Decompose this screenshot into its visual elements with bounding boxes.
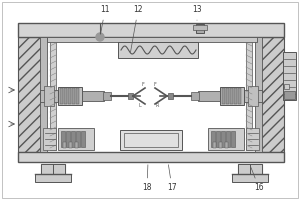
Text: F: F: [154, 82, 156, 87]
Bar: [284, 84, 289, 89]
Bar: [225, 142, 228, 148]
Bar: [40, 90, 58, 102]
Bar: [234, 88, 237, 104]
Bar: [47, 37, 257, 42]
Bar: [238, 88, 241, 104]
Bar: [196, 24, 204, 33]
Bar: [81, 131, 85, 147]
Bar: [246, 128, 259, 150]
Bar: [283, 52, 296, 100]
Bar: [66, 131, 70, 147]
Bar: [124, 133, 178, 147]
Bar: [76, 131, 80, 147]
Text: 11: 11: [100, 5, 110, 34]
Bar: [232, 174, 268, 182]
Bar: [193, 25, 207, 30]
Bar: [168, 93, 173, 99]
Bar: [43, 128, 56, 150]
Polygon shape: [41, 164, 65, 174]
Bar: [64, 88, 67, 104]
Bar: [220, 87, 244, 105]
Bar: [118, 42, 198, 58]
Text: L: L: [139, 103, 141, 108]
Bar: [82, 91, 104, 101]
Bar: [76, 88, 79, 104]
Bar: [244, 90, 262, 102]
Bar: [18, 23, 284, 37]
Text: F: F: [142, 82, 144, 87]
Bar: [120, 130, 182, 150]
Bar: [58, 128, 94, 150]
Text: 12: 12: [130, 5, 143, 52]
Circle shape: [96, 33, 104, 41]
Bar: [213, 142, 216, 148]
Bar: [103, 92, 111, 100]
Bar: [208, 128, 244, 150]
Bar: [216, 131, 220, 147]
Bar: [222, 88, 225, 104]
Text: 13: 13: [192, 5, 202, 20]
Bar: [58, 87, 82, 105]
Bar: [69, 142, 72, 148]
Bar: [18, 152, 284, 162]
Bar: [72, 88, 75, 104]
Bar: [61, 131, 65, 147]
Bar: [50, 42, 56, 150]
Bar: [128, 93, 133, 99]
Bar: [75, 142, 78, 148]
Bar: [18, 37, 42, 152]
Text: R: R: [155, 103, 159, 108]
Bar: [226, 88, 229, 104]
Bar: [248, 86, 258, 106]
Bar: [198, 91, 220, 101]
Bar: [226, 131, 230, 147]
Bar: [284, 91, 295, 99]
Text: 16: 16: [251, 168, 264, 192]
Polygon shape: [238, 164, 262, 174]
Bar: [71, 131, 75, 147]
Bar: [219, 142, 222, 148]
Bar: [191, 92, 199, 100]
Bar: [231, 131, 235, 147]
Bar: [246, 42, 252, 150]
Bar: [63, 142, 66, 148]
Bar: [230, 88, 233, 104]
Bar: [44, 86, 54, 106]
Bar: [255, 37, 262, 152]
Bar: [40, 37, 47, 152]
Bar: [211, 131, 215, 147]
Text: 18: 18: [142, 165, 152, 192]
Bar: [68, 88, 71, 104]
Bar: [35, 174, 71, 182]
Bar: [260, 37, 284, 152]
Text: 17: 17: [167, 165, 177, 192]
Bar: [221, 131, 225, 147]
Bar: [60, 88, 63, 104]
